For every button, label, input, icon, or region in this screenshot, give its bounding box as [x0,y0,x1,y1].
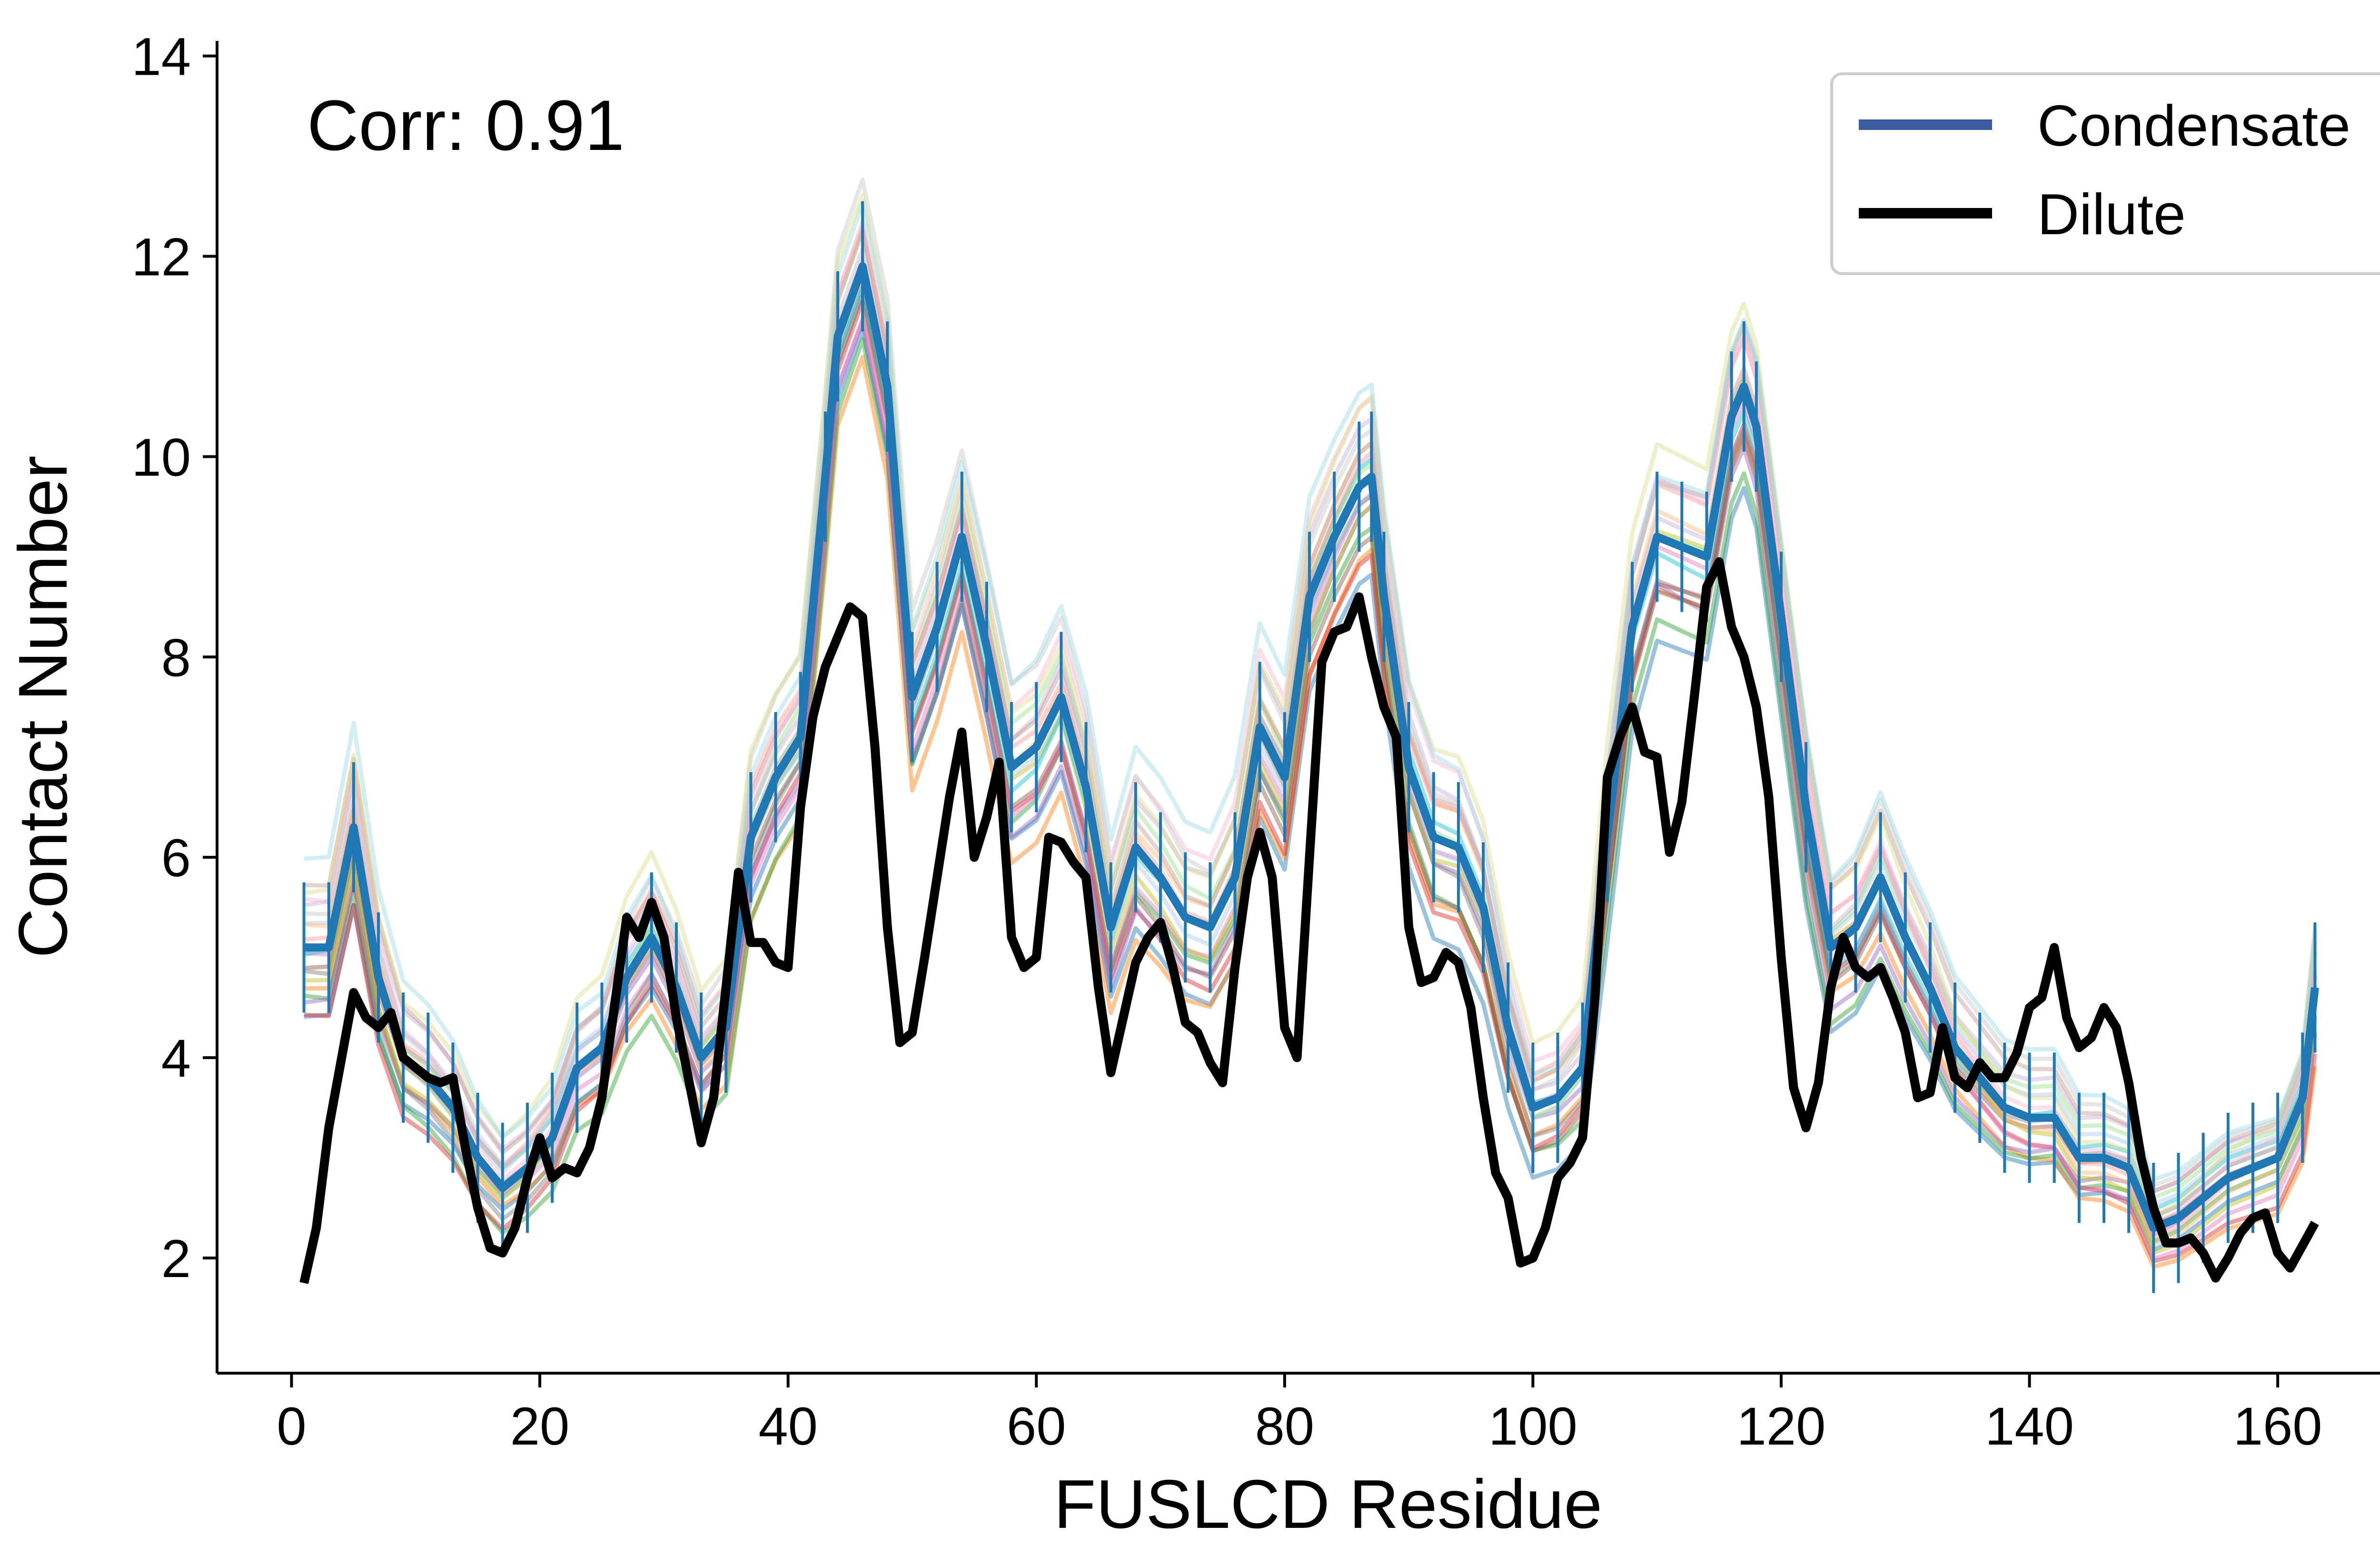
y-tick-label: 8 [161,628,191,687]
axes: 0 20 40 60 80 100 120 140 160 2 4 6 8 10 12 14 [131,27,2380,1456]
x-ticks: 0 20 40 60 80 100 120 140 160 [277,1373,2322,1456]
y-tick-label: 4 [161,1029,191,1088]
correlation-annotation: Corr: 0.91 [307,85,625,165]
y-tick-label: 6 [161,828,191,888]
x-tick-label: 40 [758,1397,818,1456]
x-tick-label: 120 [1737,1397,1826,1456]
x-tick-label: 20 [510,1397,570,1456]
y-tick-label: 14 [131,27,191,87]
legend-label-dilute: Dilute [2037,182,2186,247]
legend: Condensate Dilute [1830,72,2380,275]
x-tick-label: 160 [2233,1397,2322,1456]
y-axis-label: Contact Number [4,456,81,958]
x-axis-label: FUSLCD Residue [1054,1466,1602,1543]
x-tick-label: 80 [1255,1397,1315,1456]
condensate-error-bars [302,201,2317,1293]
condensate-mean-line [304,262,2319,1232]
y-tick-label: 12 [131,227,191,287]
dilute-line [299,557,2319,1284]
replicate-lines [303,178,2317,1269]
y-tick-label: 10 [131,427,191,487]
x-tick-label: 100 [1488,1397,1577,1456]
y-ticks: 2 4 6 8 10 12 14 [131,27,217,1288]
legend-label-condensate: Condensate [2037,93,2350,158]
x-tick-label: 140 [1985,1397,2074,1456]
x-tick-label: 0 [277,1397,306,1456]
y-tick-label: 2 [161,1229,191,1288]
x-tick-label: 60 [1007,1397,1066,1456]
